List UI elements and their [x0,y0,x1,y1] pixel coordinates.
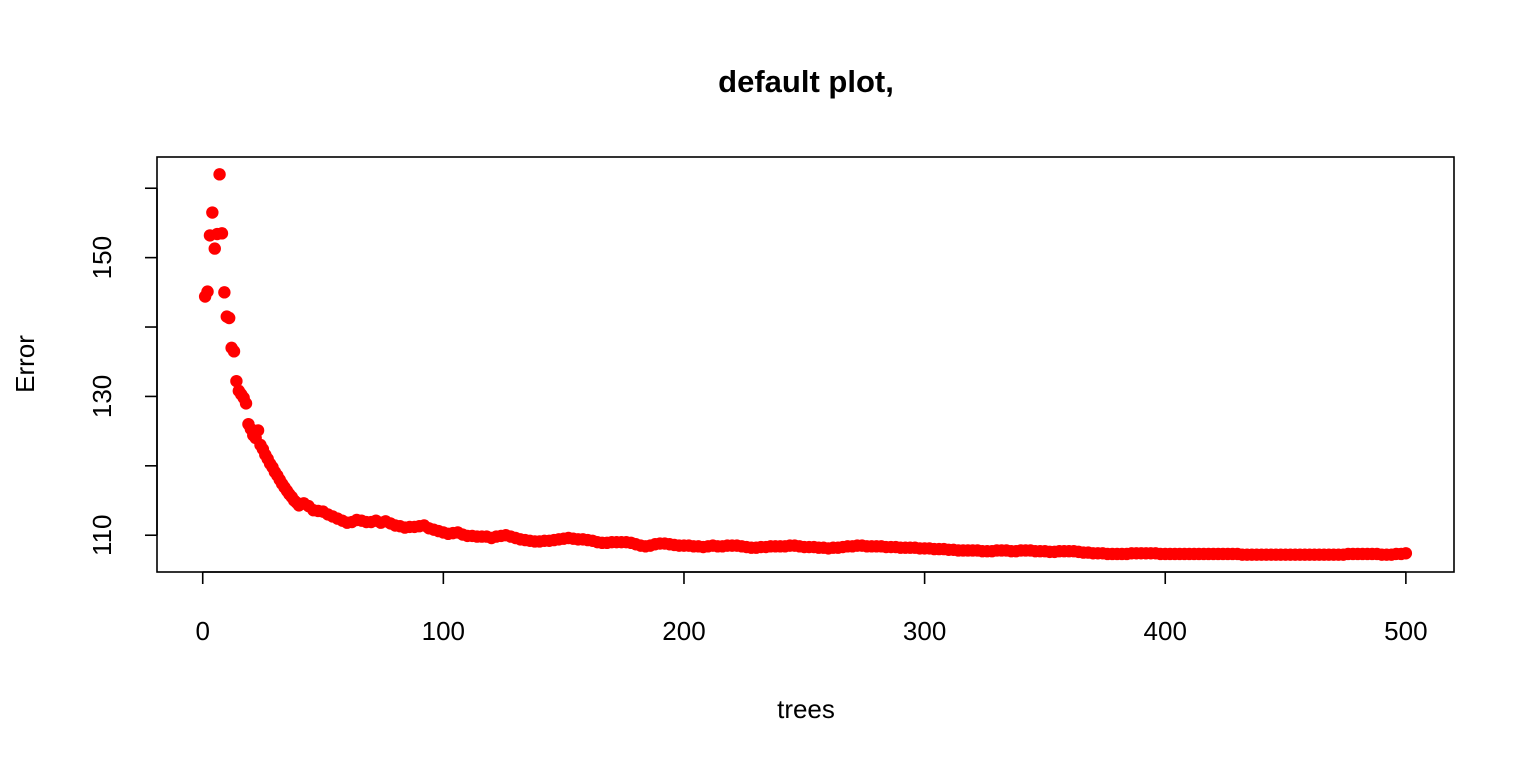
x-tick-label: 100 [422,616,465,646]
y-tick-label: 110 [87,514,117,555]
chart-title: default plot, [718,64,894,99]
data-point [1399,547,1413,560]
x-tick-label: 200 [662,616,705,646]
data-points [198,168,1413,561]
data-point [215,227,229,240]
y-tick-label: 130 [87,375,117,418]
data-point [239,397,253,410]
x-axis: 0 100 200 300 400 500 [195,571,1428,646]
data-point [201,285,214,298]
data-point [218,286,231,299]
data-point [213,168,226,181]
y-axis-label: Error [10,335,40,393]
data-point [227,345,241,358]
data-point [251,424,265,437]
x-tick-label: 500 [1384,616,1427,646]
y-axis: 110 130 150 [87,187,158,556]
x-tick-label: 400 [1144,616,1187,646]
data-point [222,311,236,325]
data-point [230,374,243,388]
x-tick-label: 0 [195,616,209,646]
data-point [206,206,219,219]
x-tick-label: 300 [903,616,946,646]
x-axis-label: trees [777,694,835,724]
data-point [208,242,221,255]
y-tick-label: 150 [87,236,117,279]
